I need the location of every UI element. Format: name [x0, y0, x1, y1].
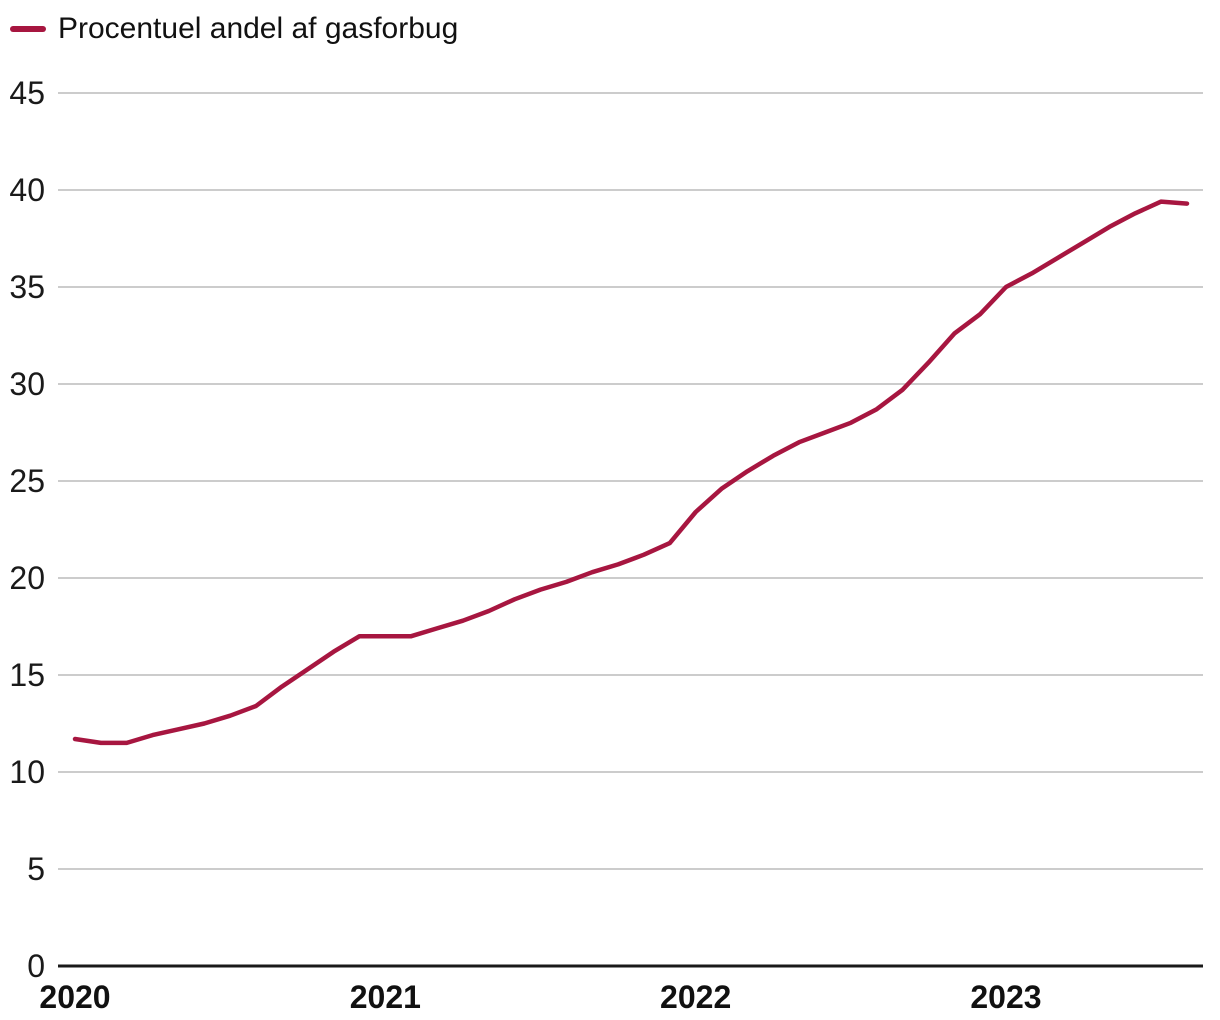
- legend-line-swatch-icon: [10, 26, 46, 32]
- y-tick-label: 15: [9, 657, 45, 693]
- data-series-line: [72, 199, 1190, 746]
- y-tick-label: 10: [9, 754, 45, 790]
- legend-series-label: Procentuel andel af gasforbug: [58, 12, 459, 45]
- y-tick-label: 0: [27, 948, 45, 984]
- x-tick-label: 2020: [39, 979, 110, 1015]
- y-tick-label: 5: [27, 851, 45, 887]
- y-tick-label: 20: [9, 560, 45, 596]
- y-tick-label: 35: [9, 269, 45, 305]
- y-tick-label: 40: [9, 172, 45, 208]
- legend: Procentuel andel af gasforbug: [10, 14, 458, 44]
- x-tick-label: 2021: [350, 979, 421, 1015]
- x-tick-label: 2023: [970, 979, 1041, 1015]
- y-tick-label: 45: [9, 75, 45, 111]
- y-tick-label: 30: [9, 366, 45, 402]
- x-tick-label: 2022: [660, 979, 731, 1015]
- y-tick-label: 25: [9, 463, 45, 499]
